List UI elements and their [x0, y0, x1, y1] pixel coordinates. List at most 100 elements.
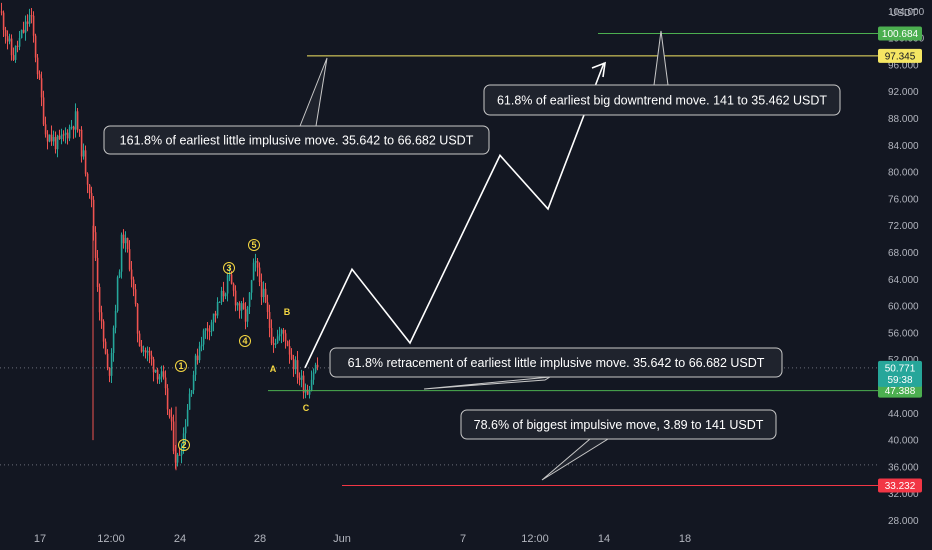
candle-body	[114, 310, 117, 328]
candle-body	[154, 369, 157, 373]
candle-body	[206, 328, 209, 332]
y-tick-label: 28.000	[888, 516, 919, 527]
candle-body	[122, 234, 125, 244]
callout-box	[103, 125, 490, 155]
candle-body	[144, 350, 147, 353]
wave-circle	[239, 335, 251, 347]
x-tick-label: 12:00	[97, 533, 125, 545]
y-tick-label: 60.000	[888, 302, 919, 313]
candle-body	[88, 184, 91, 194]
candle-body	[232, 283, 235, 291]
candle-body	[280, 329, 283, 335]
candle-body	[48, 134, 51, 142]
candle-body	[116, 277, 119, 311]
candle-body	[24, 21, 27, 33]
candle-body	[192, 374, 195, 391]
candle-body	[230, 274, 233, 284]
candle-body	[30, 15, 33, 17]
candle-body	[282, 329, 285, 334]
y-tick-label: 40.000	[888, 436, 919, 447]
candle-body	[214, 313, 217, 316]
candle-body	[100, 312, 103, 322]
candle-body	[186, 409, 189, 427]
candle-body	[260, 282, 263, 298]
candle-body	[212, 313, 215, 323]
candle-body	[18, 37, 21, 47]
x-tick-label: Jun	[333, 533, 351, 545]
candle-body	[16, 45, 19, 47]
candle-body	[118, 271, 121, 278]
candle-body	[226, 275, 229, 294]
annotation-text: 61.8% of earliest big downtrend move. 14…	[497, 94, 827, 108]
candle-body	[208, 331, 211, 333]
projection-path-layer	[304, 61, 606, 369]
y-axis: 28.00032.00036.00040.00044.00048.00052.0…	[888, 7, 925, 527]
candle-body	[194, 355, 197, 375]
candle-body	[190, 390, 193, 394]
candle-body	[166, 388, 169, 410]
candle-body	[278, 334, 281, 337]
candle-body	[200, 344, 203, 347]
annotation-text: 61.8% retracement of earliest little imp…	[348, 356, 765, 370]
currency-label: USDT	[890, 8, 917, 19]
candle-body	[222, 290, 225, 297]
candle-body	[160, 371, 163, 377]
annotations-layer: 161.8% of earliest little implusive move…	[103, 84, 841, 440]
candle-body	[274, 343, 277, 345]
last-price-text: 50.771	[885, 363, 916, 374]
candle-body	[130, 269, 133, 280]
y-tick-label: 36.000	[888, 462, 919, 473]
candle-body	[56, 135, 59, 150]
candle-body	[46, 134, 49, 142]
candle-body	[68, 127, 71, 139]
candle-body	[216, 301, 219, 316]
y-tick-label: 88.000	[888, 114, 919, 125]
candle-body	[0, 11, 3, 13]
candle-body	[26, 21, 29, 24]
x-tick-label: 17	[34, 533, 46, 545]
candle-body	[256, 260, 259, 268]
callout-box	[483, 84, 841, 116]
candle-body	[50, 134, 53, 142]
callout-pointer	[541, 438, 610, 481]
candle-body	[74, 111, 77, 130]
wave-circle	[178, 439, 190, 451]
candle-body	[276, 336, 279, 344]
candle-body	[22, 29, 25, 33]
candle-body	[78, 129, 81, 131]
x-tick-label: 24	[174, 533, 186, 545]
price-badge	[878, 383, 922, 398]
callout-box	[329, 347, 783, 378]
price-badge	[878, 478, 922, 493]
candle-body	[102, 321, 105, 342]
candle-body	[62, 134, 65, 136]
wave-label: 1	[178, 361, 183, 371]
candle-body	[76, 111, 79, 130]
candle-body	[66, 132, 69, 139]
candle-body	[258, 267, 261, 283]
candle-body	[82, 150, 85, 157]
candle-body	[106, 353, 109, 368]
y-tick-label: 44.000	[888, 409, 919, 420]
candles-layer	[0, 2, 319, 471]
projection-path	[304, 62, 605, 369]
y-tick-label: 56.000	[888, 328, 919, 339]
candle-body	[272, 343, 275, 345]
candle-body	[162, 371, 165, 378]
candle-body	[146, 350, 149, 353]
candle-body	[112, 327, 115, 354]
candle-body	[238, 303, 241, 311]
y-tick-label: 104.000	[888, 7, 925, 18]
currency-text: USDT	[890, 8, 917, 19]
candle-body	[196, 355, 199, 361]
candle-body	[84, 150, 87, 174]
candle-body	[204, 328, 207, 331]
callout-box	[460, 409, 777, 440]
candle-body	[262, 288, 265, 298]
candle-body	[188, 393, 191, 410]
candle-body	[86, 173, 89, 185]
candle-body	[132, 279, 135, 290]
candle-body	[98, 287, 101, 313]
